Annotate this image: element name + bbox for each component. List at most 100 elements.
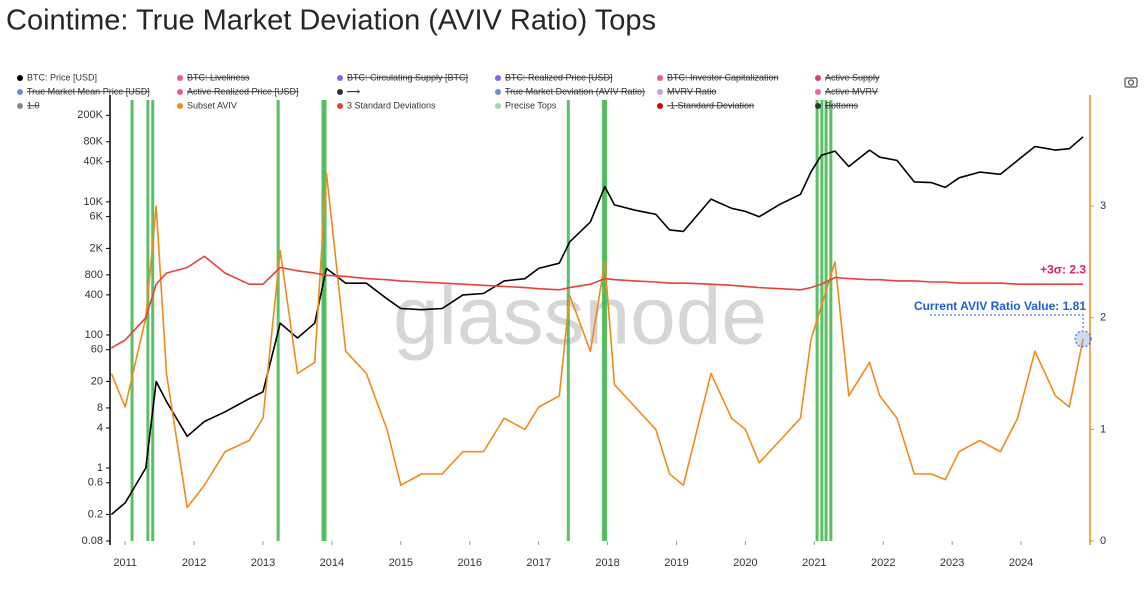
legend-label: Bottoms: [825, 100, 859, 110]
legend-label: Precise Tops: [505, 100, 557, 110]
y-tick-label: 8: [97, 402, 103, 414]
y-tick-label: 2K: [90, 242, 104, 254]
legend-label: Active Realized Price [USD]: [187, 86, 299, 96]
precise-top-bar: [276, 100, 280, 541]
x-tick-label: 2024: [1009, 557, 1033, 569]
annotation: +3σ: 2.3: [1040, 262, 1086, 276]
legend-swatch: [815, 75, 821, 81]
legend-swatch: [177, 103, 183, 109]
y2-tick-label: 2: [1100, 312, 1106, 324]
legend-item[interactable]: BTC: Investor Capitalization: [657, 72, 779, 82]
precise-top-bar: [321, 100, 325, 541]
legend-swatch: [495, 103, 501, 109]
legend-swatch: [657, 75, 663, 81]
legend-label: MVRV Ratio: [667, 86, 716, 96]
x-tick-label: 2022: [871, 557, 895, 569]
legend-label: True Market Mean Price [USD]: [27, 86, 150, 96]
legend-label: BTC: Realized Price [USD]: [505, 72, 613, 82]
y-tick-label: 1: [97, 462, 103, 474]
legend-swatch: [177, 75, 183, 81]
legend-item[interactable]: BTC: Price [USD]: [17, 72, 97, 82]
series-line: [110, 136, 1084, 516]
legend-label: 1.0: [27, 100, 40, 110]
legend-swatch: [17, 89, 23, 95]
y-tick-label: 800: [85, 269, 103, 281]
legend-label: Active MVRV: [825, 86, 878, 96]
legend-item[interactable]: True Market Deviation (AVIV Ratio): [495, 86, 645, 96]
series-line: [111, 255, 1084, 349]
y-tick-label: 6K: [90, 211, 104, 223]
precise-top-bar: [151, 100, 155, 541]
legend-label: -1 Standard Deviation: [667, 100, 754, 110]
y-tick-label: 40K: [83, 156, 103, 168]
precise-top-bar: [146, 100, 150, 541]
precise-top-bar: [323, 100, 327, 541]
legend-item[interactable]: MVRV Ratio: [657, 86, 716, 96]
legend-swatch: [337, 89, 343, 95]
current-value-marker: [1074, 330, 1092, 348]
legend-item[interactable]: Active Realized Price [USD]: [177, 86, 299, 96]
legend-item[interactable]: ⟶: [337, 86, 360, 96]
legend-swatch: [177, 89, 183, 95]
legend-swatch: [495, 89, 501, 95]
legend-label: BTC: Investor Capitalization: [667, 72, 779, 82]
precise-top-bar: [824, 100, 828, 541]
y2-tick-label: 1: [1100, 423, 1106, 435]
annotation: Current AVIV Ratio Value: 1.81: [914, 299, 1086, 313]
legend-label: Active Supply: [825, 72, 880, 82]
y-tick-label: 0.08: [82, 535, 103, 547]
legend-label: BTC: Price [USD]: [27, 72, 97, 82]
y-tick-label: 200K: [77, 109, 103, 121]
legend-item[interactable]: 3 Standard Deviations: [337, 100, 436, 110]
x-tick-label: 2013: [251, 557, 275, 569]
y-tick-label: 60: [91, 344, 103, 356]
legend-swatch: [337, 103, 343, 109]
legend-swatch: [657, 103, 663, 109]
legend-item[interactable]: True Market Mean Price [USD]: [17, 86, 150, 96]
x-tick-label: 2021: [802, 557, 826, 569]
precise-top-bar: [601, 100, 605, 541]
legend-label: Subset AVIV: [187, 100, 237, 110]
precise-top-bar: [820, 100, 824, 541]
x-tick-label: 2012: [182, 557, 206, 569]
precise-top-bar: [829, 100, 833, 541]
y-tick-label: 10K: [83, 196, 103, 208]
y-tick-label: 0.2: [88, 508, 103, 520]
x-tick-label: 2014: [320, 557, 344, 569]
chart-title: Cointime: True Market Deviation (AVIV Ra…: [6, 5, 656, 37]
y-tick-label: 400: [85, 289, 103, 301]
y2-tick-label: 0: [1100, 535, 1106, 547]
legend-item[interactable]: Active Supply: [815, 72, 880, 82]
precise-top-bar: [130, 100, 134, 541]
legend-item[interactable]: -1 Standard Deviation: [657, 100, 754, 110]
legend-item[interactable]: Active MVRV: [815, 86, 878, 96]
legend-label: 3 Standard Deviations: [347, 100, 436, 110]
y2-tick-label: 3: [1100, 200, 1106, 212]
y-tick-label: 20: [91, 375, 103, 387]
legend-item[interactable]: BTC: Circulating Supply [BTC]: [337, 72, 468, 82]
legend-swatch: [495, 75, 501, 81]
legend-label: ⟶: [347, 86, 360, 96]
legend-label: True Market Deviation (AVIV Ratio): [505, 86, 645, 96]
x-tick-label: 2011: [113, 557, 137, 569]
legend-swatch: [657, 89, 663, 95]
x-tick-label: 2017: [526, 557, 550, 569]
legend-swatch: [337, 75, 343, 81]
precise-top-bar: [604, 100, 608, 541]
y-tick-label: 80K: [83, 136, 103, 148]
x-tick-label: 2020: [733, 557, 757, 569]
legend-item[interactable]: Precise Tops: [495, 100, 557, 110]
legend-item[interactable]: 1.0: [17, 100, 40, 110]
legend-item[interactable]: BTC: Realized Price [USD]: [495, 72, 613, 82]
x-tick-label: 2018: [595, 557, 619, 569]
legend-label: BTC: Liveliness: [187, 72, 250, 82]
legend-item[interactable]: Bottoms: [815, 100, 859, 110]
x-tick-label: 2015: [389, 557, 413, 569]
x-tick-label: 2023: [940, 557, 964, 569]
legend-swatch: [815, 103, 821, 109]
camera-icon[interactable]: [1124, 77, 1138, 88]
legend-item[interactable]: BTC: Liveliness: [177, 72, 250, 82]
legend-item[interactable]: Subset AVIV: [177, 100, 237, 110]
legend-swatch: [17, 103, 23, 109]
